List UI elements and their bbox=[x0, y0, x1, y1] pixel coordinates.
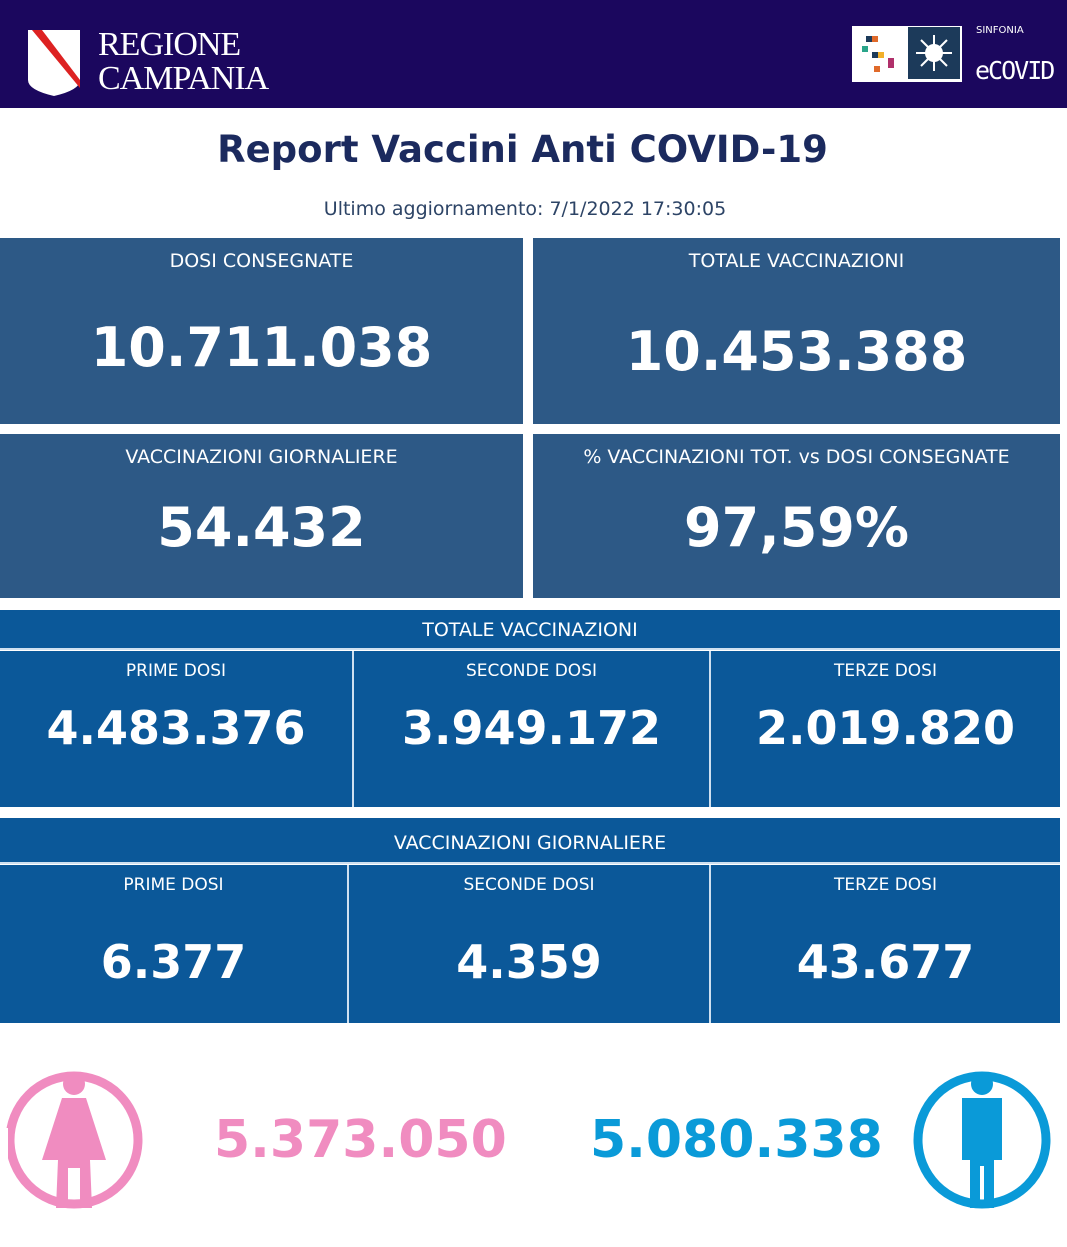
last-update: Ultimo aggiornamento: 7/1/2022 17:30:05 bbox=[323, 198, 727, 220]
card-totale-vaccinazioni: TOTALE VACCINAZIONI 10.453.388 bbox=[533, 238, 1060, 424]
card-label: % VACCINAZIONI TOT. vs DOSI CONSEGNATE bbox=[583, 446, 1010, 468]
cell-label: TERZE DOSI bbox=[833, 875, 937, 895]
cell-value: 2.019.820 bbox=[756, 701, 1015, 755]
campania-shield-icon bbox=[28, 30, 80, 96]
card-value: 97,59% bbox=[684, 496, 909, 559]
male-count: 5.080.338 bbox=[590, 1110, 883, 1170]
totale-seconde-dosi: SECONDE DOSI 3.949.172 bbox=[352, 651, 709, 807]
giornaliere-prime-dosi: PRIME DOSI 6.377 bbox=[0, 865, 347, 1023]
card-label: VACCINAZIONI GIORNALIERE bbox=[125, 446, 398, 468]
cell-value: 4.483.376 bbox=[46, 701, 306, 755]
card-label: TOTALE VACCINAZIONI bbox=[688, 250, 905, 272]
cell-value: 43.677 bbox=[796, 935, 975, 989]
card-value: 54.432 bbox=[157, 496, 366, 559]
card-dosi-consegnate: DOSI CONSEGNATE 10.711.038 bbox=[0, 238, 523, 424]
cell-value: 6.377 bbox=[100, 935, 247, 989]
card-percentuale: % VACCINAZIONI TOT. vs DOSI CONSEGNATE 9… bbox=[533, 434, 1060, 598]
giornaliere-section-title: VACCINAZIONI GIORNALIERE bbox=[0, 818, 1060, 864]
page-title: Report Vaccini Anti COVID-19 bbox=[217, 128, 828, 171]
region-name-line1: REGIONE bbox=[98, 26, 241, 63]
cell-value: 3.949.172 bbox=[402, 701, 661, 755]
totale-terze-dosi: TERZE DOSI 2.019.820 bbox=[709, 651, 1060, 807]
sinfonia-logo bbox=[852, 26, 962, 82]
female-icon bbox=[2, 1071, 143, 1209]
female-count: 5.373.050 bbox=[214, 1110, 507, 1170]
brand-name: eCOVID bbox=[975, 56, 1055, 85]
giornaliere-seconde-dosi: SECONDE DOSI 4.359 bbox=[347, 865, 709, 1023]
totale-prime-dosi: PRIME DOSI 4.483.376 bbox=[0, 651, 352, 807]
cell-label: SECONDE DOSI bbox=[465, 661, 597, 681]
virus-icon bbox=[908, 27, 960, 79]
card-vaccinazioni-giornaliere: VACCINAZIONI GIORNALIERE 54.432 bbox=[0, 434, 523, 598]
card-value: 10.453.388 bbox=[625, 320, 968, 383]
cell-label: PRIME DOSI bbox=[125, 661, 227, 681]
cell-label: TERZE DOSI bbox=[833, 661, 937, 681]
card-value: 10.711.038 bbox=[90, 316, 433, 379]
header-bar: REGIONE CAMPANIA SINFONIA eCOVID bbox=[0, 0, 1067, 108]
region-name-line2: CAMPANIA bbox=[98, 60, 269, 97]
giornaliere-terze-dosi: TERZE DOSI 43.677 bbox=[709, 865, 1060, 1023]
totale-section-title: TOTALE VACCINAZIONI bbox=[0, 610, 1060, 650]
brand-small: SINFONIA bbox=[976, 25, 1024, 36]
cell-value: 4.359 bbox=[456, 935, 602, 989]
cell-label: SECONDE DOSI bbox=[463, 875, 595, 895]
card-label: DOSI CONSEGNATE bbox=[169, 250, 354, 272]
cell-label: PRIME DOSI bbox=[123, 875, 224, 895]
male-icon bbox=[913, 1071, 1051, 1209]
